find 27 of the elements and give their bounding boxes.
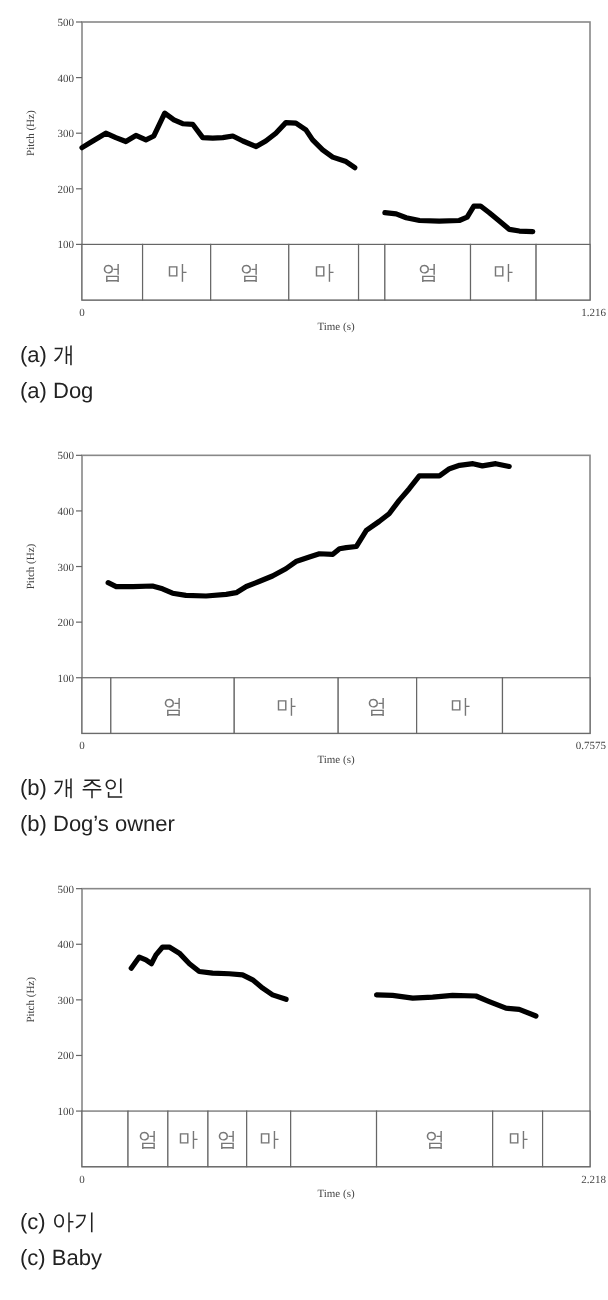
band-label: 마 bbox=[449, 696, 470, 719]
band-label: 마 bbox=[177, 1129, 198, 1152]
text: (c) 아기 bbox=[20, 1210, 96, 1235]
text: (c) Baby bbox=[20, 1246, 103, 1271]
text: (b) 개 주인 bbox=[20, 777, 126, 802]
text: (b) Dog’s owner bbox=[20, 813, 176, 838]
line-series bbox=[382, 203, 536, 235]
band-label: 엄 bbox=[137, 1129, 158, 1152]
line-series bbox=[373, 992, 539, 1019]
line-series bbox=[105, 461, 512, 599]
line-series bbox=[128, 944, 289, 1002]
band-label: 엄 bbox=[217, 1129, 238, 1152]
band-label: 마 bbox=[493, 263, 514, 286]
band-label: 엄 bbox=[417, 263, 438, 286]
text: (a) Dog bbox=[20, 380, 94, 404]
text: (a) 개 bbox=[20, 344, 75, 368]
band-label: 엄 bbox=[424, 1129, 445, 1152]
band-label: 마 bbox=[507, 1129, 528, 1152]
band-label: 마 bbox=[166, 263, 187, 286]
band-label: 마 bbox=[276, 696, 297, 719]
band-label: 엄 bbox=[239, 263, 260, 286]
band-label: 마 bbox=[258, 1129, 279, 1152]
band-label: 마 bbox=[313, 263, 334, 286]
line-series bbox=[79, 110, 358, 171]
band-label: 엄 bbox=[162, 696, 183, 719]
band-label: 엄 bbox=[367, 696, 388, 719]
band-label: 엄 bbox=[102, 263, 123, 286]
